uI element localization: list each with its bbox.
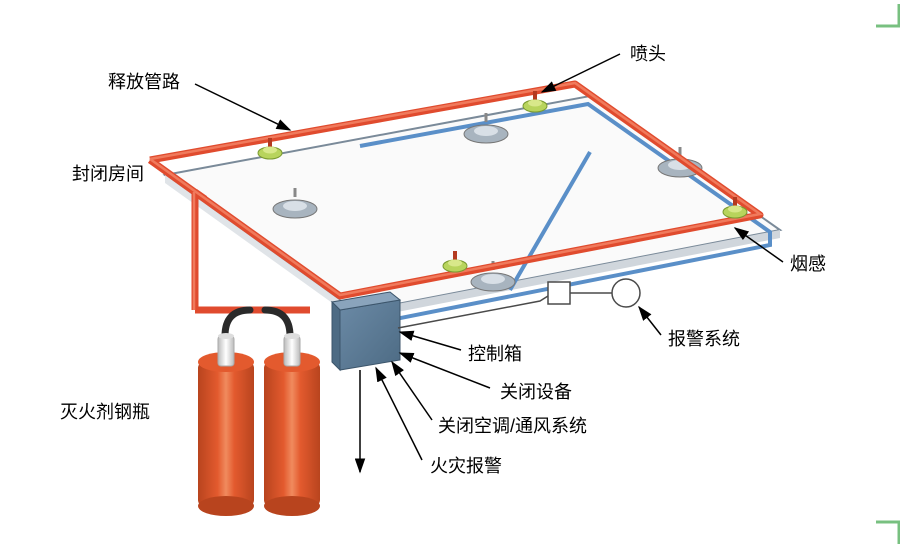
label-sprinkler: 喷头 <box>630 40 666 66</box>
label-release-pipe: 释放管路 <box>108 68 180 94</box>
label-fire-alarm: 火灾报警 <box>430 452 502 478</box>
cylinder-icon <box>198 333 254 516</box>
label-smoke-sensor: 烟感 <box>790 250 826 276</box>
label-sealed-room: 封闭房间 <box>72 160 144 186</box>
label-close-hvac: 关闭空调/通风系统 <box>438 412 587 438</box>
cylinder-manifold <box>225 310 290 336</box>
label-cylinder: 灭火剂钢瓶 <box>60 398 150 424</box>
label-control-box: 控制箱 <box>468 340 522 366</box>
cylinder-icon <box>264 333 320 516</box>
label-close-device: 关闭设备 <box>500 378 572 404</box>
green-corners <box>876 4 899 544</box>
control-box-icon <box>332 292 400 370</box>
label-alarm-system: 报警系统 <box>668 325 740 351</box>
cylinders <box>198 333 320 516</box>
